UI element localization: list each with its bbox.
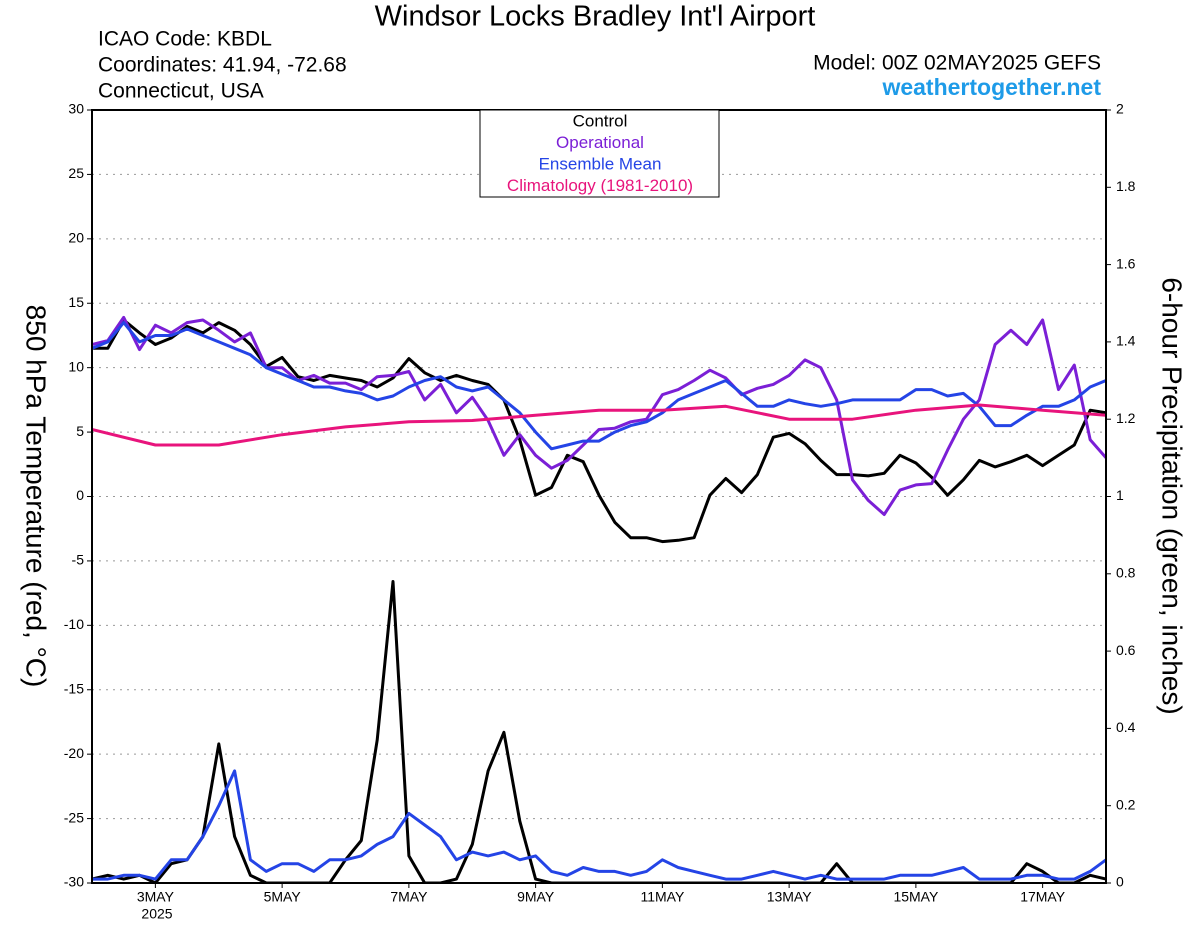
y-tick-label: 15 (68, 294, 84, 310)
x-tick-label: 17MAY (1020, 889, 1066, 905)
x-tick-label: 7MAY (390, 889, 428, 905)
y-tick-label: 0 (76, 487, 84, 503)
x-tick-label: 15MAY (893, 889, 939, 905)
temp-line (92, 315, 1106, 516)
legend-box (479, 109, 720, 198)
chart-title: Windsor Locks Bradley Int'l Airport (375, 1, 816, 33)
legend-entry: Ensemble Mean (539, 154, 662, 173)
info-line: Connecticut, USA (98, 80, 264, 103)
website: weathertogether.net (881, 74, 1101, 100)
x-tick-label: 3MAY (137, 889, 175, 905)
temp-line (92, 321, 1106, 451)
info-line: Coordinates: 41.94, -72.68 (98, 54, 347, 77)
info-line: ICAO Code: KBDL (98, 28, 272, 51)
y-tick-label: -5 (72, 552, 85, 568)
y-tick-label: 10 (68, 358, 84, 374)
y2-tick-label: 0.4 (1116, 719, 1136, 735)
y-tick-label: -10 (64, 616, 84, 632)
precip-line (92, 769, 1106, 881)
y2-axis-label: 6-hour Precipitation (green, inches) (1157, 277, 1188, 714)
y-tick-label: -30 (64, 874, 84, 890)
x-tick-label: 13MAY (767, 889, 813, 905)
x-tick-label: 9MAY (517, 889, 555, 905)
y-tick-label: -15 (64, 680, 84, 696)
model-info: Model: 00Z 02MAY2025 GEFS (813, 52, 1101, 75)
y2-tick-label: 1.2 (1116, 410, 1136, 426)
legend-entry: Operational (556, 133, 644, 152)
y-tick-label: 25 (68, 165, 84, 181)
y2-tick-label: 0 (1116, 874, 1124, 890)
y-tick-label: -20 (64, 745, 84, 761)
x-tick-label: 5MAY (264, 889, 302, 905)
y-tick-label: 30 (68, 101, 84, 117)
y-tick-label: 5 (76, 423, 84, 439)
x-year-label: 2025 (141, 906, 172, 922)
y2-tick-label: 0.2 (1116, 796, 1136, 812)
x-tick-label: 11MAY (640, 889, 684, 905)
temp-line (92, 403, 1106, 447)
legend-entry: Climatology (1981-2010) (507, 176, 693, 195)
y2-tick-label: 1.8 (1116, 178, 1136, 194)
y2-tick-label: 2 (1116, 101, 1124, 117)
y2-tick-label: 0.8 (1116, 565, 1136, 581)
y2-tick-label: 0.6 (1116, 642, 1136, 658)
y2-tick-label: 1.4 (1116, 333, 1136, 349)
y2-tick-label: 1.6 (1116, 255, 1136, 271)
y-axis-label: 850 hPa Temperature (red, °C) (21, 305, 52, 688)
y-tick-label: 20 (68, 230, 84, 246)
precip-line (92, 580, 1106, 883)
y2-tick-label: 1 (1116, 487, 1124, 503)
y-tick-label: -25 (64, 809, 84, 825)
legend-entry: Control (573, 111, 628, 130)
